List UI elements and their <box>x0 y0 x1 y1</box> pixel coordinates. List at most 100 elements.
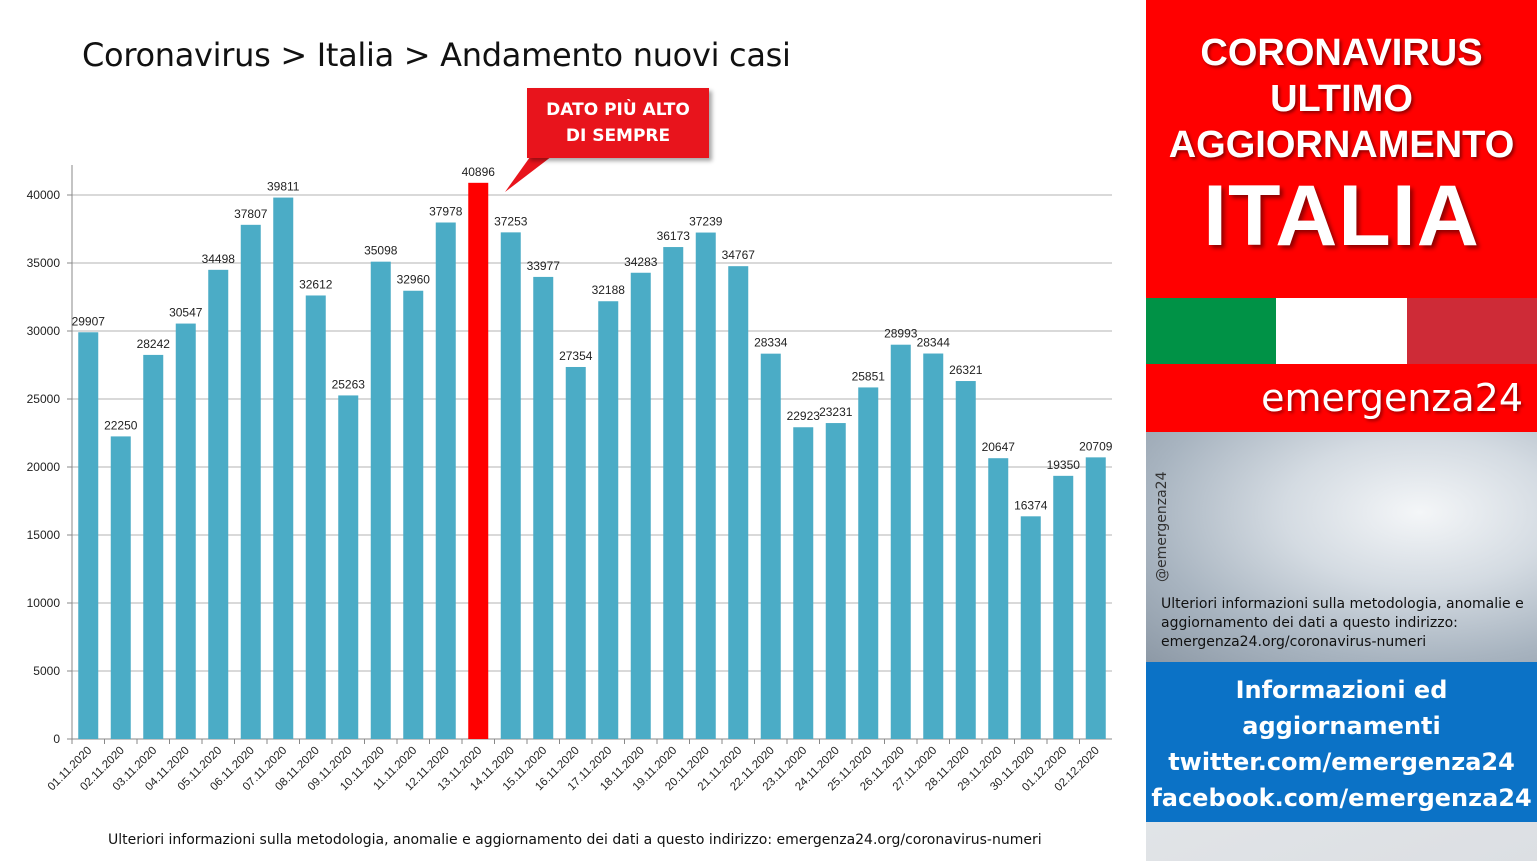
data-label: 37978 <box>429 204 463 218</box>
data-label: 32612 <box>299 277 333 291</box>
facebook-link[interactable]: facebook.com/emergenza24 <box>1151 784 1532 812</box>
country-name: ITALIA <box>1203 168 1480 264</box>
bar <box>988 458 1009 739</box>
bar <box>208 269 229 739</box>
bar <box>305 295 326 739</box>
data-label: 28334 <box>754 336 788 350</box>
callout-line-1: DATO PIÙ ALTO <box>546 100 690 120</box>
data-label: 16374 <box>1014 498 1048 512</box>
data-label: 22250 <box>104 418 138 432</box>
bar <box>500 232 521 740</box>
data-label: 20709 <box>1079 439 1113 453</box>
record-callout: DATO PIÙ ALTO DI SEMPRE <box>527 88 709 158</box>
bar <box>565 366 586 739</box>
data-label: 22923 <box>787 409 821 423</box>
bar <box>403 290 424 739</box>
bar <box>1020 516 1041 739</box>
y-tick-label: 20000 <box>27 460 61 474</box>
bar <box>923 353 944 739</box>
data-label: 19350 <box>1047 458 1081 472</box>
data-label: 36173 <box>657 229 691 243</box>
y-tick-label: 30000 <box>27 324 61 338</box>
bar <box>435 222 456 739</box>
bar <box>858 387 879 739</box>
bar <box>175 323 196 739</box>
bar <box>728 266 749 739</box>
y-tick-label: 40000 <box>27 188 61 202</box>
bar <box>110 436 131 739</box>
y-tick-label: 15000 <box>27 528 61 542</box>
data-label: 28993 <box>884 327 918 341</box>
data-label: 33977 <box>527 259 561 273</box>
data-label: 34283 <box>624 255 658 269</box>
bar <box>240 224 261 739</box>
data-label: 32960 <box>397 273 431 287</box>
callout-line-2: DI SEMPRE <box>565 126 671 146</box>
bar <box>663 247 684 740</box>
italian-flag <box>1146 298 1537 364</box>
brand-name: emergenza24 <box>1261 376 1523 420</box>
heading-line-2: ULTIMO <box>1270 78 1413 120</box>
bar <box>760 353 781 739</box>
social-handle: @emergenza24 <box>1154 471 1170 583</box>
y-tick-label: 5000 <box>33 664 60 678</box>
bar <box>598 301 619 739</box>
data-label: 20647 <box>982 440 1016 454</box>
data-label: 26321 <box>949 363 983 377</box>
social-links-box: Informazioni ed aggiornamenti twitter.co… <box>1146 662 1537 822</box>
data-label: 39811 <box>267 180 300 194</box>
bar <box>793 427 814 739</box>
bar <box>955 381 976 739</box>
side-panel: CORONAVIRUS ULTIMO AGGIORNAMENTO ITALIA … <box>1146 0 1537 861</box>
bar <box>1053 475 1074 739</box>
heading-line-3: AGGIORNAMENTO <box>1168 124 1515 166</box>
social-line-2: aggiornamenti <box>1242 712 1441 740</box>
flag-red-band <box>1406 298 1537 364</box>
data-label: 25263 <box>332 377 366 391</box>
chart-footnote: Ulteriori informazioni sulla metodologia… <box>108 832 1042 848</box>
bar <box>1085 457 1106 739</box>
data-label: 28242 <box>137 337 171 351</box>
flag-white-band <box>1276 298 1407 364</box>
data-label: 29907 <box>72 314 106 328</box>
data-label: 37807 <box>234 207 268 221</box>
brand-band: emergenza24 <box>1146 364 1537 432</box>
bar <box>695 232 716 739</box>
data-label: 27354 <box>559 349 593 363</box>
side-heading: CORONAVIRUS ULTIMO AGGIORNAMENTO <box>1146 0 1537 168</box>
data-label: 37239 <box>689 215 723 229</box>
bar <box>338 395 359 739</box>
bar <box>143 354 164 739</box>
bar-chart: 0 5000 10000 15000 20000 25000 30000 35000 40000… <box>27 165 1113 794</box>
flag-green-band <box>1146 298 1277 364</box>
headline-box: CORONAVIRUS ULTIMO AGGIORNAMENTO ITALIA <box>1146 0 1537 298</box>
y-tick-label: 25000 <box>27 392 61 406</box>
data-label: 40896 <box>462 165 496 179</box>
y-tick-label: 35000 <box>27 256 61 270</box>
callout-pointer <box>505 150 560 192</box>
chart-title: Coronavirus > Italia > Andamento nuovi c… <box>82 36 791 74</box>
chart-panel: 0 5000 10000 15000 20000 25000 30000 35000 40000… <box>26 36 1113 848</box>
heading-line-1: CORONAVIRUS <box>1200 32 1483 74</box>
bar <box>825 423 846 739</box>
data-label: 32188 <box>592 283 626 297</box>
y-tick-label: 0 <box>53 732 60 746</box>
data-label: 34498 <box>202 252 236 266</box>
data-label: 23231 <box>819 405 853 419</box>
data-label: 25851 <box>852 369 886 383</box>
bar <box>273 197 294 739</box>
side-info-text: Ulteriori informazioni sulla metodologia… <box>1161 596 1524 650</box>
bar <box>370 261 391 739</box>
data-label: 34767 <box>722 248 756 262</box>
data-label: 35098 <box>364 244 398 258</box>
bar <box>533 276 554 739</box>
bar <box>890 344 911 739</box>
bar <box>468 182 489 740</box>
data-label: 28344 <box>917 336 951 350</box>
y-tick-label: 10000 <box>27 596 61 610</box>
bar <box>78 332 99 739</box>
twitter-link[interactable]: twitter.com/emergenza24 <box>1168 748 1515 776</box>
bar <box>630 272 651 739</box>
background-photo: @emergenza24 Ulteriori informazioni sull… <box>1146 432 1537 662</box>
data-label: 37253 <box>494 214 528 228</box>
